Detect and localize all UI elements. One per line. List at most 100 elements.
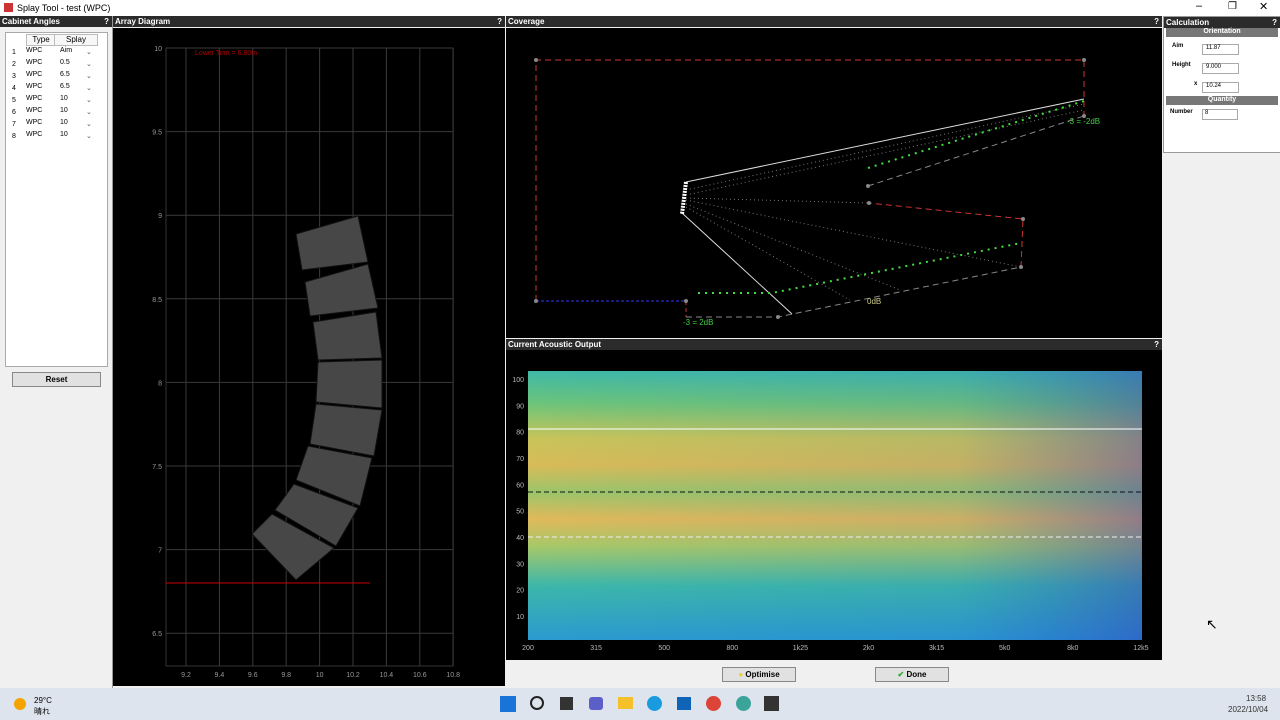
dropdown-arrow[interactable]: ⌄	[86, 49, 92, 56]
help[interactable]: ?	[497, 17, 502, 26]
help[interactable]: ?	[1154, 340, 1159, 349]
y-tick-label: 30	[516, 561, 524, 568]
weather-icon	[14, 698, 26, 710]
cabinet	[295, 445, 373, 507]
dropdown-arrow[interactable]: ⌄	[86, 133, 92, 140]
field-input[interactable]: 11.87	[1202, 44, 1239, 55]
chrome-app[interactable]	[706, 696, 721, 711]
cabinet-type: WPC	[26, 71, 43, 78]
splay-select[interactable]: 6.5	[60, 71, 70, 78]
panel-title: Cabinet Angles	[2, 17, 60, 26]
splay-select[interactable]: 10	[60, 119, 68, 126]
x-tick-label: 9.6	[248, 672, 258, 679]
edge-app[interactable]	[647, 696, 662, 711]
cursor: ↖	[1206, 616, 1218, 632]
ray	[685, 197, 870, 204]
row-number: 3	[12, 73, 16, 80]
minimize[interactable]: –	[1196, 0, 1203, 12]
cabinet-type: WPC	[26, 95, 43, 102]
dropdown-arrow[interactable]: ⌄	[86, 73, 92, 80]
reset-button[interactable]: Reset	[12, 372, 101, 387]
panel-header: Cabinet Angles?	[0, 16, 112, 27]
x-tick-label: 9.8	[281, 672, 291, 679]
y-tick-label: 80	[516, 430, 524, 437]
y-tick-label: 9	[158, 213, 162, 220]
app[interactable]	[736, 696, 751, 711]
x-tick-label: 1k25	[793, 645, 808, 652]
ray	[685, 199, 1022, 268]
splay-select[interactable]: Aim	[60, 47, 73, 54]
cabinet	[304, 263, 379, 317]
done-button[interactable]: ✔ Done	[875, 667, 949, 682]
x-tick-label: 5k0	[999, 645, 1010, 652]
column-header: Splay	[54, 34, 98, 46]
splay-app[interactable]	[764, 696, 779, 711]
taskbar: 29°C 晴れ 13:58 2022/10/04	[0, 688, 1280, 720]
y-tick-label: 40	[516, 535, 524, 542]
start-button[interactable]	[500, 696, 516, 712]
help[interactable]: ?	[104, 17, 109, 26]
field-input[interactable]: 9.000	[1202, 63, 1239, 74]
section-header: Quantity	[1166, 96, 1278, 105]
splay-select[interactable]: 10	[60, 131, 68, 138]
array-diagram: 10 9.5 9 8.5 8 7.5 7 6.5 9.2 9.4 9.6 9.8 10 10.2 10.4 1…	[113, 28, 505, 686]
array	[680, 181, 688, 215]
row-number: 8	[12, 133, 16, 140]
dropdown-arrow[interactable]: ⌄	[86, 121, 92, 128]
field-input[interactable]: 10.24	[1202, 82, 1239, 93]
help[interactable]: ?	[1272, 18, 1277, 27]
number-select[interactable]: 8	[1202, 109, 1238, 120]
coverage-diagram: -3 = -2dB 0dB -3 = 2dB	[506, 28, 1162, 338]
coverage-label: -3 = -2dB	[1067, 117, 1100, 126]
cabinet-table: Type Splay 1 WPC Aim ⌄ 2 WPC 0.5 ⌄ 3 WPC 6.5 ⌄ 4 WPC 6.5…	[5, 32, 108, 367]
outlook-app[interactable]	[677, 697, 691, 710]
x-tick-label: 10.6	[413, 672, 427, 679]
chat-app[interactable]	[589, 697, 603, 710]
panel-title: Current Acoustic Output	[508, 340, 602, 349]
y-tick-label: 9.5	[152, 130, 162, 137]
y-tick-label: 8.5	[152, 297, 162, 304]
temperature: 29°C	[34, 696, 52, 705]
cabinet-type: WPC	[26, 83, 43, 90]
splay-select[interactable]: 10	[60, 107, 68, 114]
clock-date: 2022/10/04	[1228, 705, 1269, 714]
window-title: Splay Tool - test (WPC)	[17, 3, 111, 13]
y-tick-label: 70	[516, 456, 524, 463]
weather: 晴れ	[34, 707, 50, 716]
explorer-app[interactable]	[618, 697, 633, 709]
row-number: 5	[12, 97, 16, 104]
app-icon	[4, 3, 13, 12]
annotation: Lower Trim = 6.80m	[195, 50, 257, 57]
cabinets	[251, 215, 383, 581]
search-button[interactable]	[530, 696, 544, 710]
background	[113, 28, 505, 686]
boundary	[868, 202, 1024, 268]
heatmap-shade	[528, 371, 1142, 640]
x-tick-label: 12k5	[1133, 645, 1148, 652]
task-view[interactable]	[560, 697, 573, 710]
dropdown-arrow[interactable]: ⌄	[86, 85, 92, 92]
dropdown-arrow[interactable]: ⌄	[86, 109, 92, 116]
panel-header: Calculation?	[1164, 17, 1280, 28]
row-number: 2	[12, 61, 16, 68]
top-ray	[685, 98, 1085, 183]
restore[interactable]: ❐	[1228, 1, 1237, 12]
cabinet-type: WPC	[26, 47, 43, 54]
dropdown-arrow[interactable]: ⌄	[86, 97, 92, 104]
button-label: Optimise	[745, 670, 780, 679]
optimise-button[interactable]: ● Optimise	[722, 667, 796, 682]
y-tick-label: 6.5	[152, 631, 162, 638]
boundary	[535, 59, 1085, 301]
y-tick-label: 10	[516, 614, 524, 621]
dropdown-arrow[interactable]: ⌄	[86, 61, 92, 68]
x-tick-label: 800	[726, 645, 738, 652]
cabinet-panel: Cabinet Angles? Type Splay 1 WPC Aim ⌄ 2 WPC 0.5…	[0, 16, 113, 688]
cabinet	[312, 311, 383, 361]
field-label: Aim	[1172, 43, 1184, 49]
help[interactable]: ?	[1154, 17, 1159, 26]
splay-select[interactable]: 10	[60, 95, 68, 102]
close[interactable]: ✕	[1259, 1, 1269, 13]
splay-select[interactable]: 6.5	[60, 83, 70, 90]
splay-select[interactable]: 0.5	[60, 59, 70, 66]
